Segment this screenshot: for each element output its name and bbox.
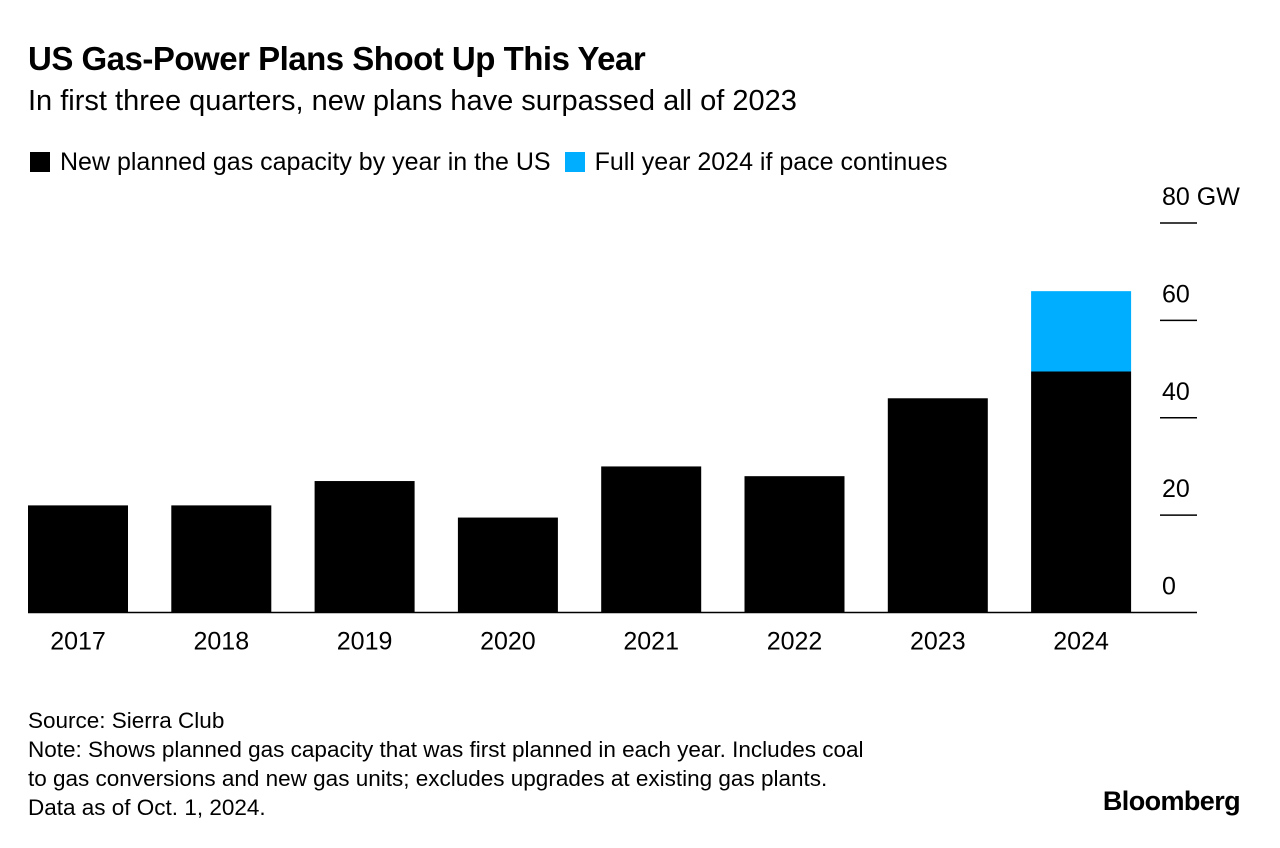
x-tick-label-2023: 2023 bbox=[910, 628, 966, 656]
bloomberg-logo: Bloomberg bbox=[1102, 786, 1241, 816]
bar-2018-planned bbox=[171, 505, 272, 613]
bar-2022-planned bbox=[744, 476, 845, 613]
legend-label-planned: New planned gas capacity by year in the … bbox=[60, 147, 551, 176]
chart-subtitle: In first three quarters, new plans have … bbox=[28, 85, 797, 117]
bar-chart: 2017 2018 2019 2020 2021 2022 2023 2024 0 20 40 60 8… bbox=[28, 183, 1240, 656]
bar-2023-planned bbox=[887, 398, 988, 613]
source-note: Source: Sierra Club bbox=[28, 708, 225, 733]
bar-2019-planned bbox=[314, 481, 415, 613]
legend-item-projected: Full year 2024 if pace continues bbox=[564, 147, 948, 177]
chart-footer: Source: Sierra Club Note: Shows planned … bbox=[28, 706, 864, 822]
y-tick-label-0: 0 bbox=[1162, 573, 1176, 601]
chart-title: US Gas-Power Plans Shoot Up This Year bbox=[28, 40, 646, 77]
x-tick-label-2024: 2024 bbox=[1053, 628, 1109, 656]
bar-2024-planned bbox=[1031, 371, 1132, 613]
legend-item-planned: New planned gas capacity by year in the … bbox=[30, 148, 551, 177]
x-tick-label-2022: 2022 bbox=[767, 628, 823, 656]
bar-2017-planned bbox=[28, 505, 128, 613]
x-tick-label-2021: 2021 bbox=[623, 628, 679, 656]
note-line-3: Data as of Oct. 1, 2024. bbox=[28, 795, 266, 820]
bar-2020-planned bbox=[457, 517, 558, 613]
bar-2024-projected bbox=[1031, 291, 1132, 372]
x-tick-label-2019: 2019 bbox=[337, 628, 393, 656]
bar-2021-planned bbox=[601, 466, 702, 613]
x-tick-label-2017: 2017 bbox=[50, 628, 106, 656]
y-tick-label-20: 20 bbox=[1162, 475, 1190, 503]
y-tick-label-40: 40 bbox=[1162, 378, 1190, 406]
legend-swatch-planned bbox=[30, 152, 50, 172]
y-tick-label-60: 60 bbox=[1162, 280, 1190, 308]
legend-label-projected: Full year 2024 if pace continues bbox=[594, 147, 948, 176]
x-tick-label-2018: 2018 bbox=[193, 628, 249, 656]
legend-swatch-projected bbox=[564, 152, 585, 172]
note-line-2: to gas conversions and new gas units; ex… bbox=[28, 766, 828, 791]
note-line-1: Note: Shows planned gas capacity that wa… bbox=[28, 737, 864, 762]
y-tick-label-80: 80 GW bbox=[1162, 183, 1240, 211]
x-tick-label-2020: 2020 bbox=[480, 628, 536, 656]
chart-legend: New planned gas capacity by year in the … bbox=[30, 146, 962, 178]
